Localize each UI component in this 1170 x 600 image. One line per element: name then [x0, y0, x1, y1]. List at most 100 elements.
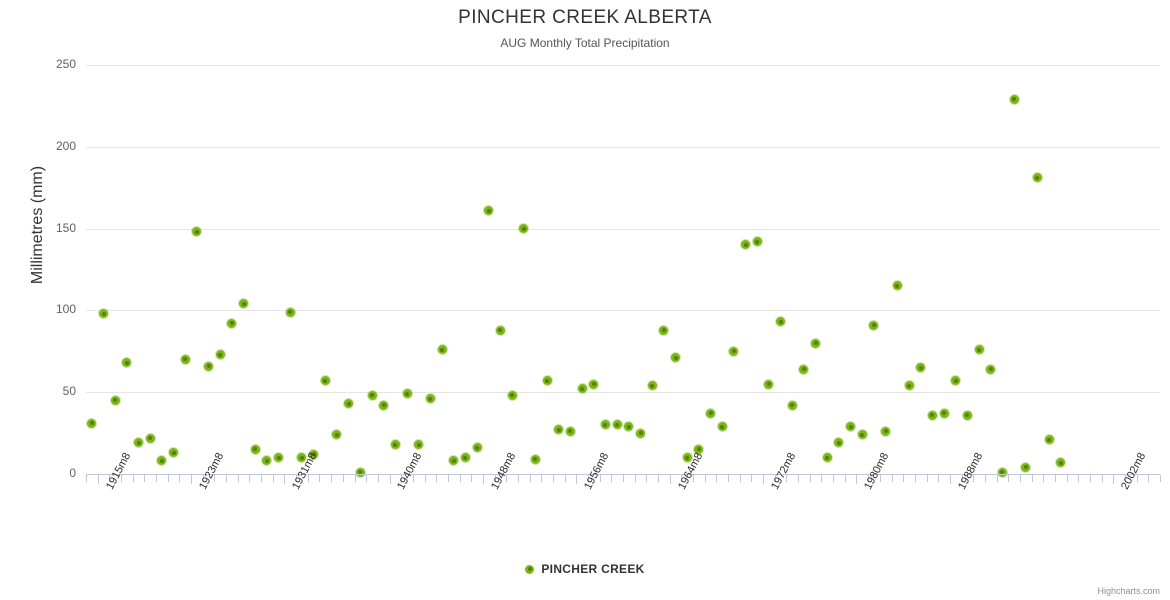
data-point[interactable]	[215, 350, 225, 360]
data-point[interactable]	[437, 345, 447, 355]
data-point[interactable]	[811, 338, 821, 348]
legend-item-pincher-creek[interactable]: PINCHER CREEK	[525, 562, 644, 576]
data-point[interactable]	[495, 325, 505, 335]
data-point[interactable]	[589, 379, 599, 389]
data-point[interactable]	[402, 389, 412, 399]
data-point[interactable]	[110, 395, 120, 405]
data-point[interactable]	[227, 318, 237, 328]
data-point[interactable]	[367, 390, 377, 400]
data-point[interactable]	[857, 430, 867, 440]
data-point[interactable]	[974, 345, 984, 355]
data-point[interactable]	[320, 376, 330, 386]
x-axis-tick	[191, 475, 193, 484]
data-point[interactable]	[204, 361, 214, 371]
data-point[interactable]	[962, 410, 972, 420]
data-point[interactable]	[390, 440, 400, 450]
data-point[interactable]	[997, 467, 1007, 477]
data-point[interactable]	[169, 448, 179, 458]
data-point[interactable]	[1044, 435, 1054, 445]
data-point[interactable]	[1009, 94, 1019, 104]
x-axis-tick	[226, 475, 228, 482]
data-point[interactable]	[671, 353, 681, 363]
data-point[interactable]	[706, 408, 716, 418]
x-axis-tick	[856, 475, 858, 484]
data-point[interactable]	[1056, 458, 1066, 468]
data-point[interactable]	[99, 309, 108, 319]
data-point[interactable]	[916, 363, 926, 373]
data-point[interactable]	[624, 422, 634, 432]
data-point[interactable]	[530, 454, 540, 464]
data-point[interactable]	[145, 433, 155, 443]
x-axis-tick	[634, 475, 636, 482]
data-point[interactable]	[741, 240, 751, 250]
data-point[interactable]	[752, 237, 762, 247]
data-point[interactable]	[285, 307, 295, 317]
data-point[interactable]	[729, 346, 739, 356]
data-point[interactable]	[460, 453, 470, 463]
data-point[interactable]	[764, 379, 774, 389]
data-point[interactable]	[344, 399, 354, 409]
data-point[interactable]	[612, 420, 622, 430]
x-axis-tick	[798, 475, 800, 482]
data-point[interactable]	[834, 438, 844, 448]
data-point[interactable]	[787, 400, 797, 410]
data-point[interactable]	[881, 426, 891, 436]
data-point[interactable]	[776, 317, 786, 327]
data-point[interactable]	[554, 425, 564, 435]
data-point[interactable]	[951, 376, 961, 386]
data-point[interactable]	[239, 299, 249, 309]
data-point[interactable]	[134, 438, 144, 448]
x-axis-tick	[319, 475, 321, 482]
x-axis-tick	[1031, 475, 1033, 482]
data-point[interactable]	[939, 408, 949, 418]
data-point[interactable]	[484, 206, 494, 216]
data-point[interactable]	[449, 456, 459, 466]
data-point[interactable]	[250, 444, 260, 454]
data-point[interactable]	[577, 384, 587, 394]
data-point[interactable]	[379, 400, 389, 410]
data-point[interactable]	[600, 420, 610, 430]
data-point[interactable]	[846, 422, 856, 432]
plot-area	[86, 65, 1160, 477]
data-point[interactable]	[927, 410, 937, 420]
data-point[interactable]	[425, 394, 435, 404]
data-point[interactable]	[157, 456, 167, 466]
data-point[interactable]	[355, 467, 365, 477]
x-axis-tick	[471, 475, 473, 482]
x-axis-tick	[821, 475, 823, 482]
data-point[interactable]	[647, 381, 657, 391]
data-point[interactable]	[659, 325, 669, 335]
data-point[interactable]	[1032, 173, 1042, 183]
data-point[interactable]	[472, 443, 482, 453]
data-point[interactable]	[122, 358, 132, 368]
x-axis-tick	[331, 475, 333, 482]
x-axis-tick	[156, 475, 158, 482]
data-point[interactable]	[892, 281, 902, 291]
data-point[interactable]	[262, 456, 272, 466]
data-point[interactable]	[869, 320, 879, 330]
data-point[interactable]	[297, 453, 307, 463]
data-point[interactable]	[519, 224, 529, 234]
data-point[interactable]	[192, 227, 202, 237]
data-point[interactable]	[180, 354, 190, 364]
data-point[interactable]	[904, 381, 914, 391]
data-point[interactable]	[799, 364, 809, 374]
data-point[interactable]	[87, 418, 97, 428]
data-point[interactable]	[822, 453, 832, 463]
data-point[interactable]	[414, 440, 424, 450]
data-point[interactable]	[507, 390, 517, 400]
data-point[interactable]	[1021, 462, 1031, 472]
data-point[interactable]	[565, 426, 575, 436]
data-point[interactable]	[694, 444, 704, 454]
x-axis-tick	[984, 475, 986, 482]
x-axis-tick	[891, 475, 893, 482]
data-point[interactable]	[542, 376, 552, 386]
data-point[interactable]	[332, 430, 342, 440]
data-point[interactable]	[717, 422, 727, 432]
data-point[interactable]	[636, 428, 645, 438]
x-axis-tick	[1101, 475, 1103, 482]
data-point[interactable]	[682, 453, 692, 463]
data-point[interactable]	[986, 364, 996, 374]
data-point[interactable]	[274, 453, 284, 463]
data-point[interactable]	[309, 449, 319, 459]
